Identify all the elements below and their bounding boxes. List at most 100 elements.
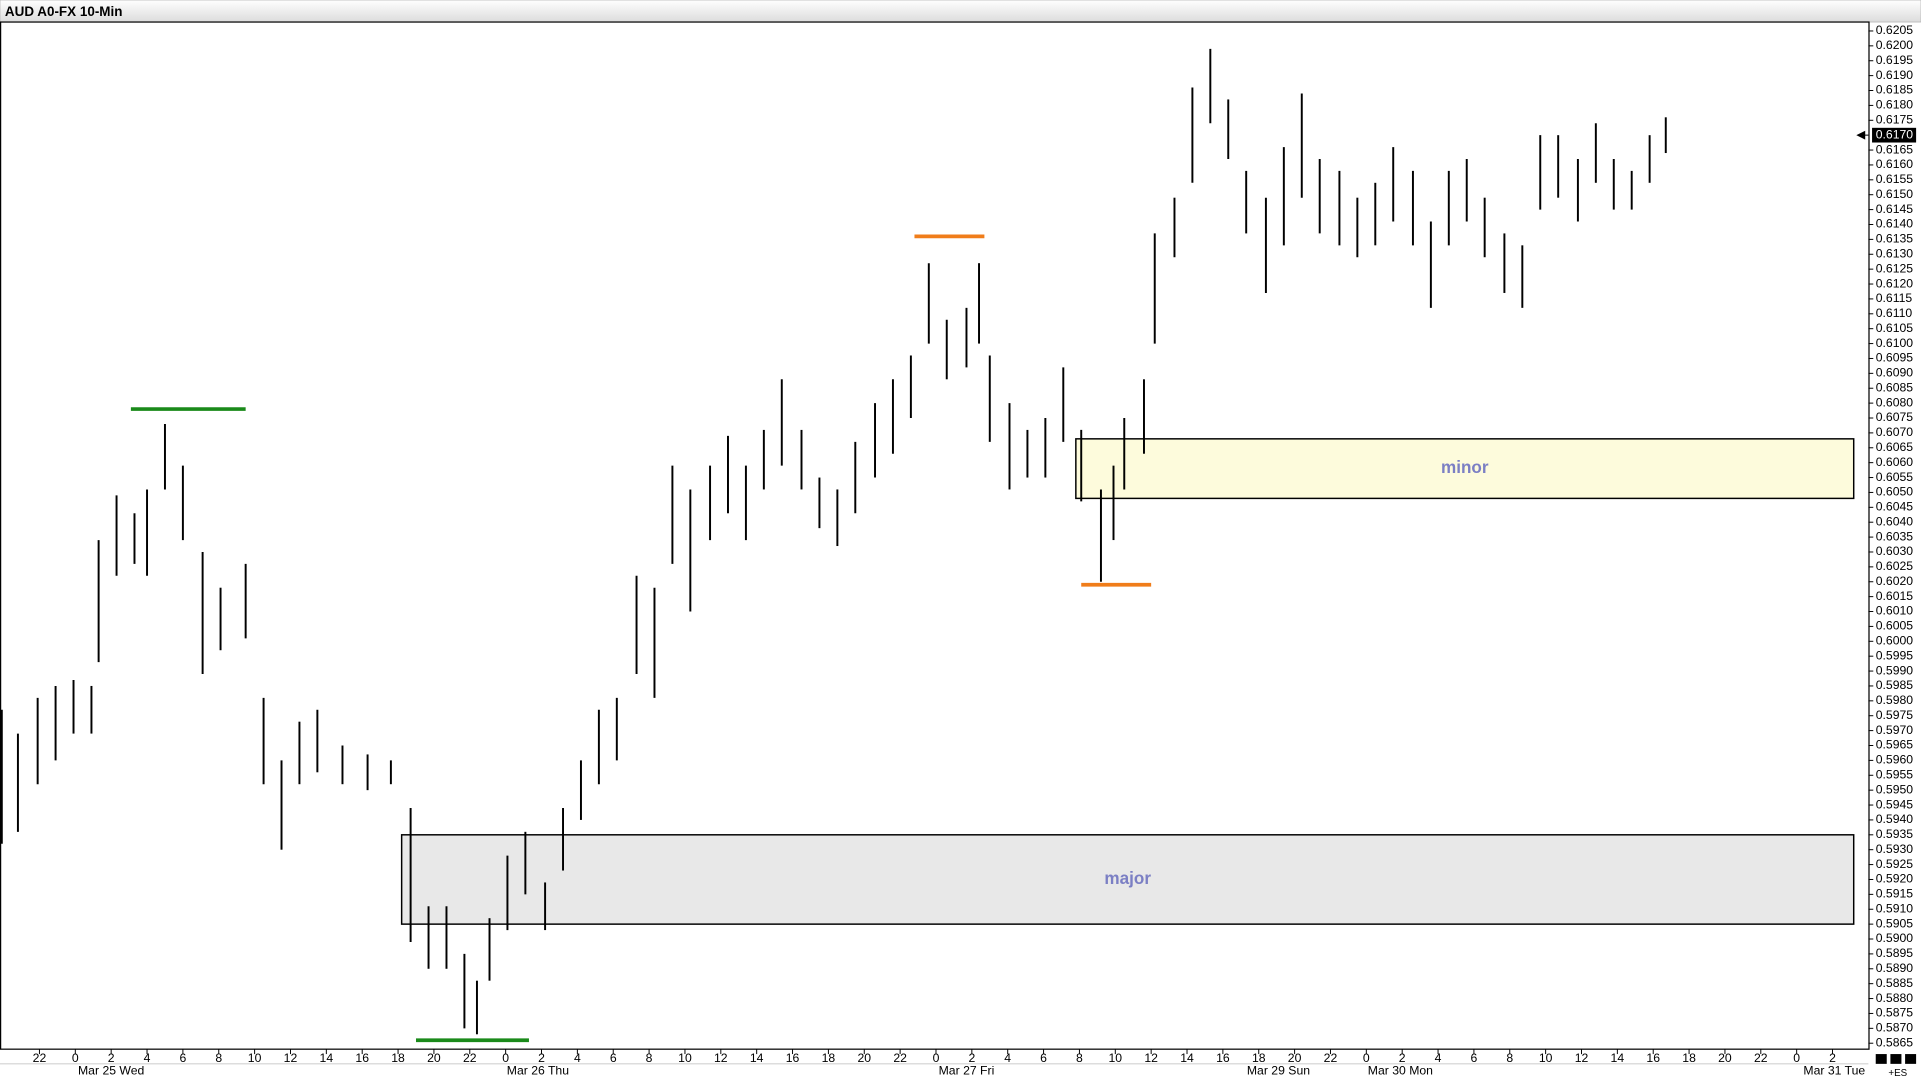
x-tick-label: 12 [714,1051,728,1065]
zone [400,834,1855,925]
y-tick-label: 0.6115 [1876,291,1913,305]
x-tick-label: 10 [1539,1051,1553,1065]
x-tick-label: 8 [1076,1051,1083,1065]
x-tick-label: 22 [1754,1051,1768,1065]
y-tick-label: 0.5885 [1876,976,1914,990]
zone [1075,438,1855,500]
x-tick-label: 22 [463,1051,477,1065]
day-label: Mar 31 Tue [1803,1063,1865,1077]
x-tick-label: 14 [320,1051,334,1065]
y-tick-label: 0.6165 [1876,142,1914,156]
y-tick-label: 0.5990 [1876,663,1914,677]
x-tick-label: 14 [1611,1051,1625,1065]
x-tick-label: 2 [538,1051,545,1065]
x-tick-label: 8 [1506,1051,1513,1065]
y-tick-label: 0.6135 [1876,232,1914,246]
x-tick-label: 20 [1288,1051,1302,1065]
y-tick-label: 0.6035 [1876,529,1914,543]
x-tick-label: 10 [1108,1051,1122,1065]
x-tick-label: 20 [427,1051,441,1065]
y-tick-label: 0.6150 [1876,187,1914,201]
x-tick-label: 18 [1682,1051,1696,1065]
y-tick-label: 0.5945 [1876,797,1914,811]
x-tick-label: 6 [179,1051,186,1065]
toolbar-button[interactable] [1890,1054,1902,1064]
x-tick-label: 6 [1471,1051,1478,1065]
y-tick-label: 0.5900 [1876,931,1914,945]
x-tick-label: 2 [1399,1051,1406,1065]
y-tick-label: 0.6195 [1876,53,1914,67]
y-tick-label: 0.5930 [1876,842,1914,856]
y-tick-label: 0.5985 [1876,678,1914,692]
y-tick-label: 0.5960 [1876,753,1914,767]
y-tick-label: 0.5935 [1876,827,1914,841]
x-tick-label: 0 [1793,1051,1800,1065]
y-tick-label: 0.6025 [1876,559,1914,573]
y-tick-label: 0.6050 [1876,485,1914,499]
y-tick-label: 0.6205 [1876,23,1914,37]
y-tick-label: 0.5940 [1876,812,1914,826]
y-tick-label: 0.5995 [1876,648,1914,662]
y-tick-label: 0.5915 [1876,887,1914,901]
day-label: Mar 25 Wed [78,1063,145,1077]
y-tick-label: 0.6000 [1876,634,1914,648]
y-tick-label: 0.5980 [1876,693,1914,707]
x-tick-label: 8 [646,1051,653,1065]
x-tick-label: 4 [1004,1051,1011,1065]
y-tick-label: 0.6125 [1876,261,1914,275]
y-tick-label: 0.6160 [1876,157,1914,171]
x-tick-label: 16 [786,1051,800,1065]
last-price-label: 0.6170 [1876,127,1914,141]
x-tick-label: 4 [574,1051,581,1065]
y-tick-label: 0.6185 [1876,83,1914,97]
last-price-box [1872,127,1917,143]
toolbar-button[interactable] [1875,1054,1887,1064]
day-label: Mar 27 Fri [939,1063,995,1077]
x-tick-label: 12 [1144,1051,1158,1065]
x-tick-label: 16 [1216,1051,1230,1065]
x-tick-label: 14 [1180,1051,1194,1065]
y-tick-label: 0.6110 [1876,306,1913,320]
y-tick-label: 0.5920 [1876,872,1914,886]
y-tick-label: 0.5955 [1876,767,1914,781]
y-tick-label: 0.5905 [1876,916,1914,930]
y-tick-label: 0.5895 [1876,946,1914,960]
x-tick-label: 16 [1646,1051,1660,1065]
y-tick-label: 0.6155 [1876,172,1914,186]
y-tick-label: 0.6040 [1876,514,1914,528]
y-tick-label: 0.6180 [1876,98,1914,112]
x-tick-label: 22 [33,1051,47,1065]
x-tick-label: 18 [391,1051,405,1065]
x-tick-label: 0 [1363,1051,1370,1065]
x-tick-label: 22 [1324,1051,1338,1065]
x-tick-label: 20 [1718,1051,1732,1065]
y-tick-label: 0.5975 [1876,708,1914,722]
plot-frame [0,21,1870,1050]
x-tick-label: 2 [1829,1051,1836,1065]
y-tick-label: 0.6140 [1876,217,1914,231]
x-tick-label: 4 [1435,1051,1442,1065]
y-tick-label: 0.5890 [1876,961,1914,975]
day-label: Mar 30 Mon [1368,1063,1433,1077]
y-tick-label: 0.6080 [1876,395,1914,409]
y-tick-label: 0.6030 [1876,544,1914,558]
y-tick-label: 0.6070 [1876,425,1914,439]
y-tick-label: 0.6190 [1876,68,1914,82]
y-tick-label: 0.6015 [1876,589,1914,603]
y-tick-label: 0.6010 [1876,604,1914,618]
y-tick-label: 0.6130 [1876,246,1914,260]
y-tick-label: 0.6105 [1876,321,1914,335]
x-tick-label: 8 [215,1051,222,1065]
x-tick-label: 2 [968,1051,975,1065]
y-tick-label: 0.5870 [1876,1021,1914,1035]
x-tick-label: 10 [678,1051,692,1065]
y-tick-label: 0.5875 [1876,1006,1914,1020]
day-label: Mar 29 Sun [1247,1063,1310,1077]
y-tick-label: 0.6175 [1876,113,1914,127]
x-tick-label: 6 [610,1051,617,1065]
y-tick-label: 0.5880 [1876,991,1914,1005]
corner-note: +ES [1888,1068,1907,1079]
y-tick-label: 0.6090 [1876,366,1914,380]
toolbar-button[interactable] [1905,1054,1917,1064]
